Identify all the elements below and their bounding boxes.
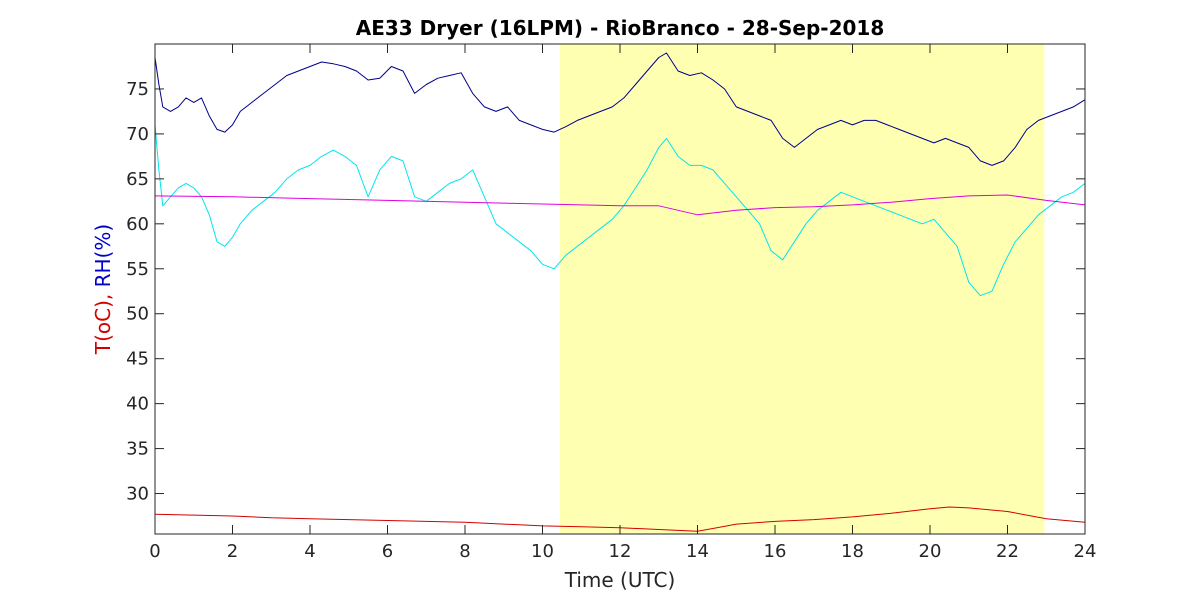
x-tick-label: 18 (841, 541, 864, 562)
y-tick-label: 75 (126, 79, 149, 100)
x-tick-label: 24 (1074, 541, 1097, 562)
series-line-4 (154, 506, 1086, 532)
x-tick-label: 4 (304, 541, 315, 562)
x-tick-label: 8 (459, 541, 470, 562)
highlight-layer (559, 44, 1045, 534)
y-tick-label: 30 (126, 484, 149, 505)
y-tick-label: 55 (126, 259, 149, 280)
x-tick-label: 22 (996, 541, 1019, 562)
series-line-1 (154, 52, 1086, 166)
y-axis-label-humidity: RH(%) (91, 224, 115, 288)
series-layer (154, 52, 1086, 532)
y-tick-label: 35 (126, 439, 149, 460)
y-tick-label: 65 (126, 169, 149, 190)
x-tick-label: 6 (382, 541, 393, 562)
y-axis-label-temperature: T(oC), (91, 294, 115, 355)
axes-layer: 0 2 4 6 8 10 12 14 16 18 20 22 243035404550556065707… (126, 43, 1097, 562)
y-axis-label: T(oC), RH(%) (91, 224, 115, 355)
x-axis-label: Time (UTC) (564, 568, 676, 592)
series-line-3 (154, 194, 1086, 216)
series-line-2 (154, 124, 1086, 297)
x-tick-label: 2 (227, 541, 238, 562)
x-tick-label: 12 (609, 541, 632, 562)
x-tick-label: 10 (531, 541, 554, 562)
y-tick-label: 40 (126, 394, 149, 415)
y-tick-label: 50 (126, 304, 149, 325)
x-tick-label: 14 (686, 541, 709, 562)
chart-title: AE33 Dryer (16LPM) - RioBranco - 28-Sep-… (356, 16, 885, 40)
y-tick-label: 70 (126, 124, 149, 145)
daytime-highlight (559, 44, 1045, 534)
y-tick-label: 45 (126, 349, 149, 370)
x-tick-label: 16 (764, 541, 787, 562)
y-tick-label: 60 (126, 214, 149, 235)
x-tick-label: 20 (919, 541, 942, 562)
x-tick-label: 0 (149, 541, 160, 562)
